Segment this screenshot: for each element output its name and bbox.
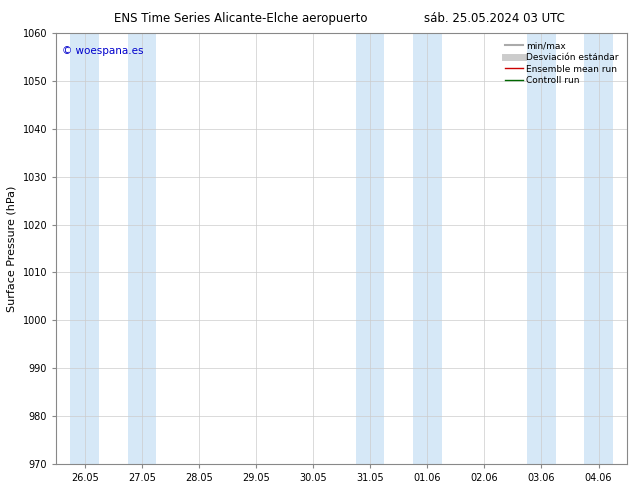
Text: © woespana.es: © woespana.es [62,46,143,56]
Y-axis label: Surface Pressure (hPa): Surface Pressure (hPa) [7,185,17,312]
Bar [585,33,613,464]
Text: sáb. 25.05.2024 03 UTC: sáb. 25.05.2024 03 UTC [424,12,565,25]
Bar [356,33,384,464]
Text: ENS Time Series Alicante-Elche aeropuerto: ENS Time Series Alicante-Elche aeropuert… [114,12,368,25]
Bar [127,33,156,464]
Bar [527,33,555,464]
Bar [413,33,441,464]
Legend: min/max, Desviación estándar, Ensemble mean run, Controll run: min/max, Desviación estándar, Ensemble m… [501,38,623,89]
Bar [70,33,99,464]
